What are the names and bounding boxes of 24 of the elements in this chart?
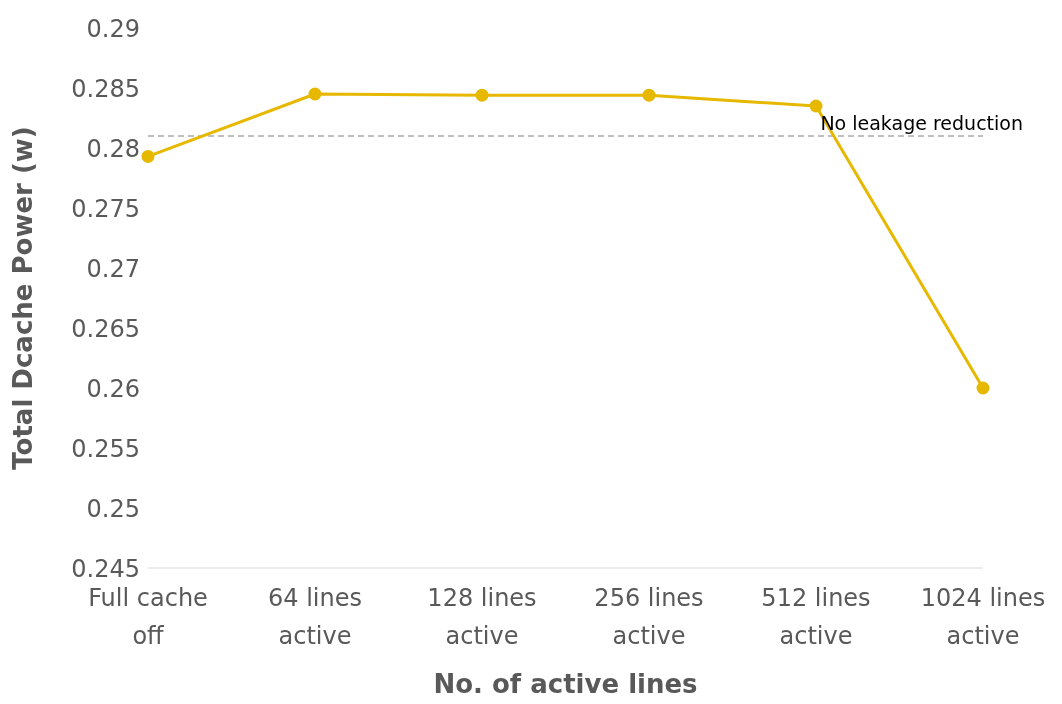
point <box>308 87 322 101</box>
x-tick-label: 64 lines active <box>268 584 362 650</box>
y-tick-label: 0.28 <box>86 134 140 163</box>
x-tick-label: 128 lines active <box>427 584 537 650</box>
y-tick-label: 0.25 <box>86 494 140 523</box>
x-tick-label: 256 lines active <box>594 584 704 650</box>
x-tick-label: Full cache off <box>88 584 208 650</box>
x-tick-label: 512 lines active <box>761 584 871 650</box>
y-tick-label: 0.285 <box>71 74 140 103</box>
point <box>976 381 990 395</box>
y-tick-label: 0.255 <box>71 434 140 463</box>
y-tick-label: 0.26 <box>86 374 140 403</box>
point <box>809 99 823 113</box>
y-tick-label: 0.245 <box>71 554 140 583</box>
point <box>475 88 489 102</box>
y-tick-label: 0.275 <box>71 194 140 223</box>
y-tick-label: 0.265 <box>71 314 140 343</box>
point <box>141 149 155 163</box>
point <box>642 88 656 102</box>
y-tick-label: 0.27 <box>86 254 140 283</box>
x-tick-label: 1024 lines active <box>920 584 1046 650</box>
y-tick-label: 0.29 <box>86 14 140 43</box>
y-axis-title: Total Dcache Power (w) <box>8 126 39 470</box>
x-axis-title: No. of active lines <box>433 669 698 699</box>
